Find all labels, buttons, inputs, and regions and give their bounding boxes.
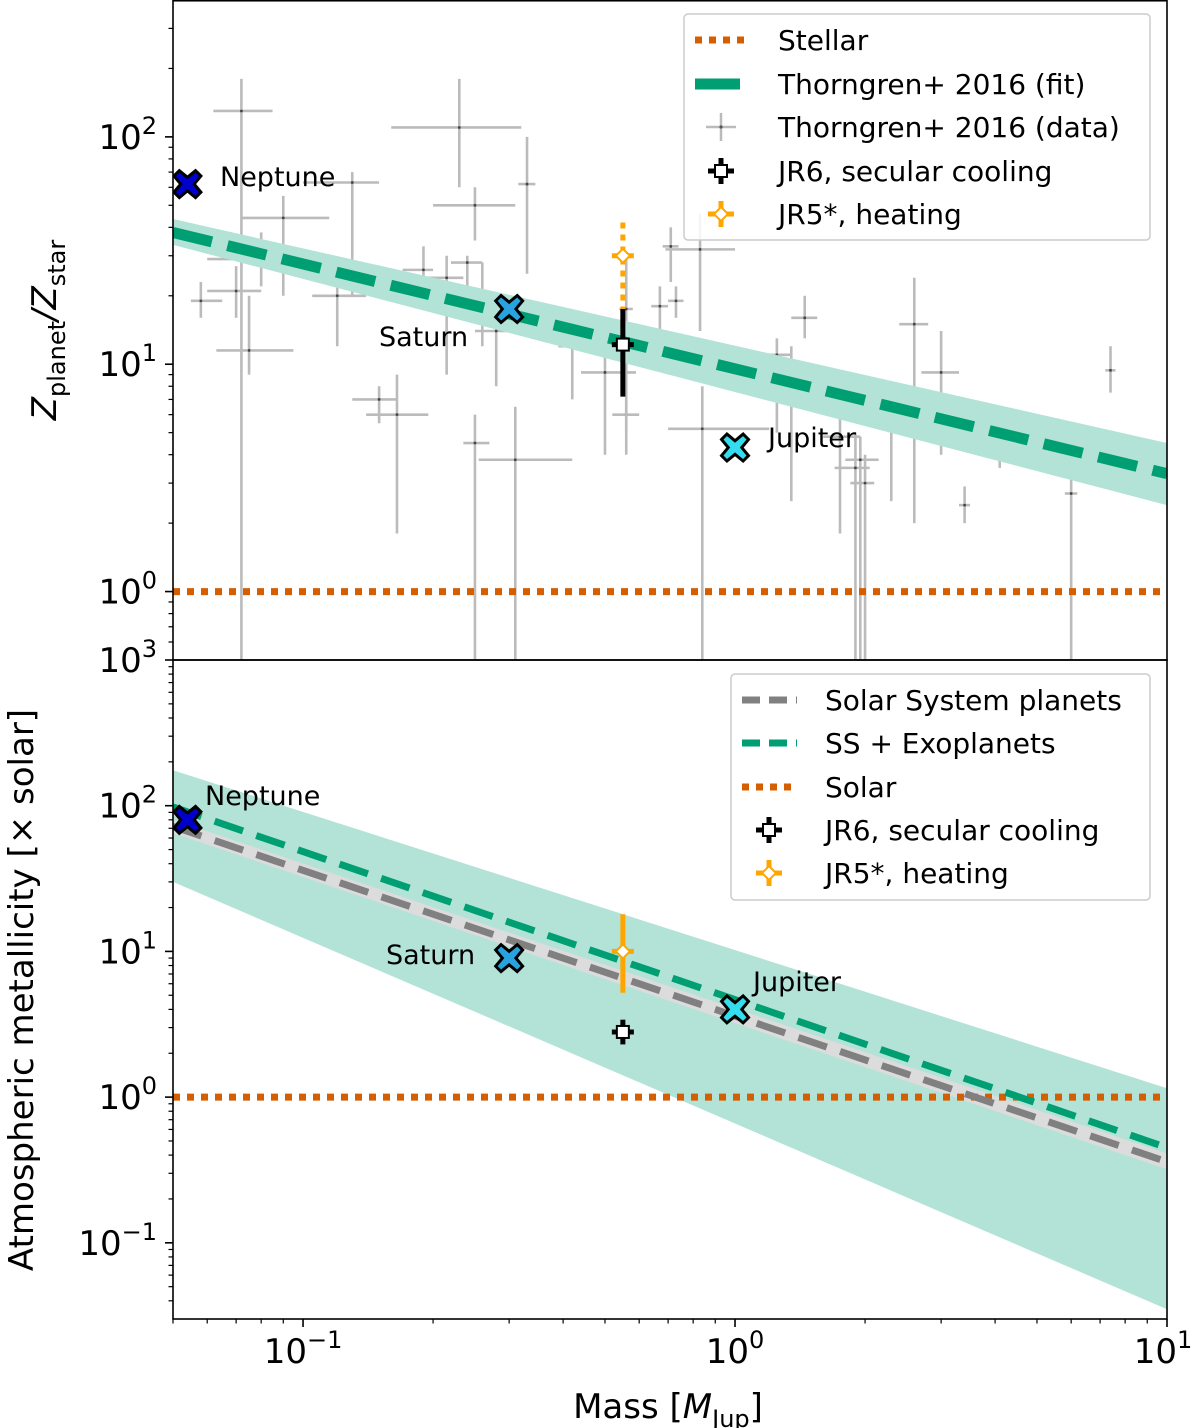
legend-fit-label: Thorngren+ 2016 (fit) (777, 68, 1085, 101)
thorngren-data-point (959, 486, 971, 524)
thorngren-data-point (668, 286, 684, 318)
ylabel-z1: Z (25, 396, 65, 421)
bottom-plot-area (173, 770, 1167, 1310)
bottom-panel: Neptune Saturn Jupiter 10−1100101102103 … (2, 635, 1192, 1428)
jupiter-marker (719, 432, 751, 464)
legend-jr6-label: JR6, secular cooling (823, 814, 1099, 847)
y-tick-label: 102 (98, 781, 157, 827)
solar-system-planets (173, 168, 751, 464)
saturn-marker (493, 942, 525, 974)
y-tick-label: 10−1 (78, 1218, 157, 1264)
bottom-x-ticks: 10−1 100 101 (264, 1319, 1193, 1372)
saturn-label: Saturn (386, 940, 475, 971)
y-tick-label: 100 (98, 1072, 157, 1118)
jr5-heating-point (611, 222, 634, 331)
thorngren-data-point (216, 295, 294, 375)
solar-system-planets (173, 804, 751, 1025)
thorngren-data-point (478, 406, 573, 660)
thorngren-data-point (845, 436, 879, 660)
y-tick-label: 101 (98, 926, 157, 972)
xlabel-main: Mass [ (573, 1387, 683, 1427)
bottom-axes-frame (172, 659, 1168, 1320)
x-tick-label: 101 (1134, 1326, 1193, 1372)
legend-jr6-label: JR6, secular cooling (776, 155, 1052, 188)
thorngren-data-point (391, 78, 522, 188)
legend-jr5-swatch (756, 860, 782, 886)
y-tick-label: 103 (98, 635, 157, 681)
marker (615, 1024, 630, 1039)
legend-data-swatch (706, 113, 736, 141)
saturn-label: Saturn (379, 322, 468, 353)
bottom-y-axis-label: Atmospheric metallicity [× solar] (2, 709, 42, 1271)
jr5-heating-point (611, 914, 634, 993)
thorngren-data-point (850, 454, 875, 660)
thorngren-data-point (207, 266, 262, 318)
neptune-marker (173, 804, 203, 836)
thorngren-data-point (662, 227, 679, 282)
top-y-axis-label: Zplanet/Zstar (25, 240, 71, 422)
thorngren-data-point (518, 136, 536, 274)
legend-ssexo-label: SS + Exoplanets (825, 727, 1056, 760)
thorngren-data-point (1105, 346, 1116, 393)
bottom-legend-box (730, 673, 1151, 901)
marker (615, 337, 630, 352)
legend-jr6-swatch (756, 817, 782, 843)
legend-ss-label: Solar System planets (825, 684, 1122, 717)
xlabel-sub: Jup (710, 1405, 750, 1428)
thorngren-fit-line (173, 227, 1167, 480)
marker (614, 247, 632, 265)
top-legend: Stellar Thorngren+ 2016 (fit) Thorngren+… (683, 13, 1151, 241)
jupiter-label: Jupiter (751, 967, 842, 998)
xlabel-m: M (683, 1387, 712, 1427)
top-y-ticks: 100 101 102 (98, 112, 173, 613)
neptune-label: Neptune (205, 781, 320, 812)
thorngren-data-point (791, 295, 818, 339)
y-tick-label: 102 (98, 112, 157, 158)
legend-jr5-swatch (708, 201, 734, 227)
top-plot-area (173, 78, 1167, 660)
thorngren-data-point (668, 386, 770, 660)
xlabel-close: ] (750, 1387, 763, 1427)
jupiter-label: Jupiter (766, 423, 857, 454)
ylabel-sub-star: star (43, 240, 71, 287)
jr6-secular-cooling-point (611, 308, 634, 397)
thorngren-data-point (352, 386, 397, 424)
jupiter-marker (719, 993, 751, 1025)
x-tick-label: 100 (706, 1326, 765, 1372)
legend-jr5-label: JR5*, heating (823, 857, 1009, 890)
neptune-marker (173, 168, 203, 200)
legend-data-label: Thorngren+ 2016 (data) (777, 111, 1120, 144)
legend-jr5-label: JR5*, heating (776, 198, 962, 231)
thorngren-data-point (463, 414, 490, 660)
ylabel-sub-planet: planet (43, 321, 71, 397)
jr6-secular-cooling-point (611, 1019, 634, 1045)
legend-jr6-swatch (708, 158, 734, 184)
thorngren-data-point (433, 187, 516, 241)
bottom-legend: Solar System planets SS + Exoplanets Sol… (730, 673, 1151, 901)
saturn-marker (493, 293, 525, 325)
legend-solar-label: Solar (825, 771, 897, 804)
solar-system-band (173, 819, 1167, 1170)
y-tick-label: 100 (98, 567, 157, 613)
thorngren-data-point (366, 374, 429, 534)
x-axis-label: Mass [MJup] (573, 1387, 763, 1428)
thorngren-data-point (213, 78, 273, 660)
bottom-y-ticks: 10−1 100 101 102 103 (78, 635, 173, 1264)
y-tick-label: 101 (98, 339, 157, 385)
top-panel: Neptune Saturn Jupiter 100 101 102 Zplanet… (25, 0, 1168, 661)
marker (614, 942, 632, 960)
top-legend-box (683, 13, 1151, 241)
legend-stellar-label: Stellar (778, 24, 869, 57)
neptune-label: Neptune (220, 162, 335, 193)
ylabel-z2: /Z (25, 286, 65, 324)
x-tick-label: 10−1 (264, 1326, 343, 1372)
thorngren-data-point (190, 281, 223, 318)
